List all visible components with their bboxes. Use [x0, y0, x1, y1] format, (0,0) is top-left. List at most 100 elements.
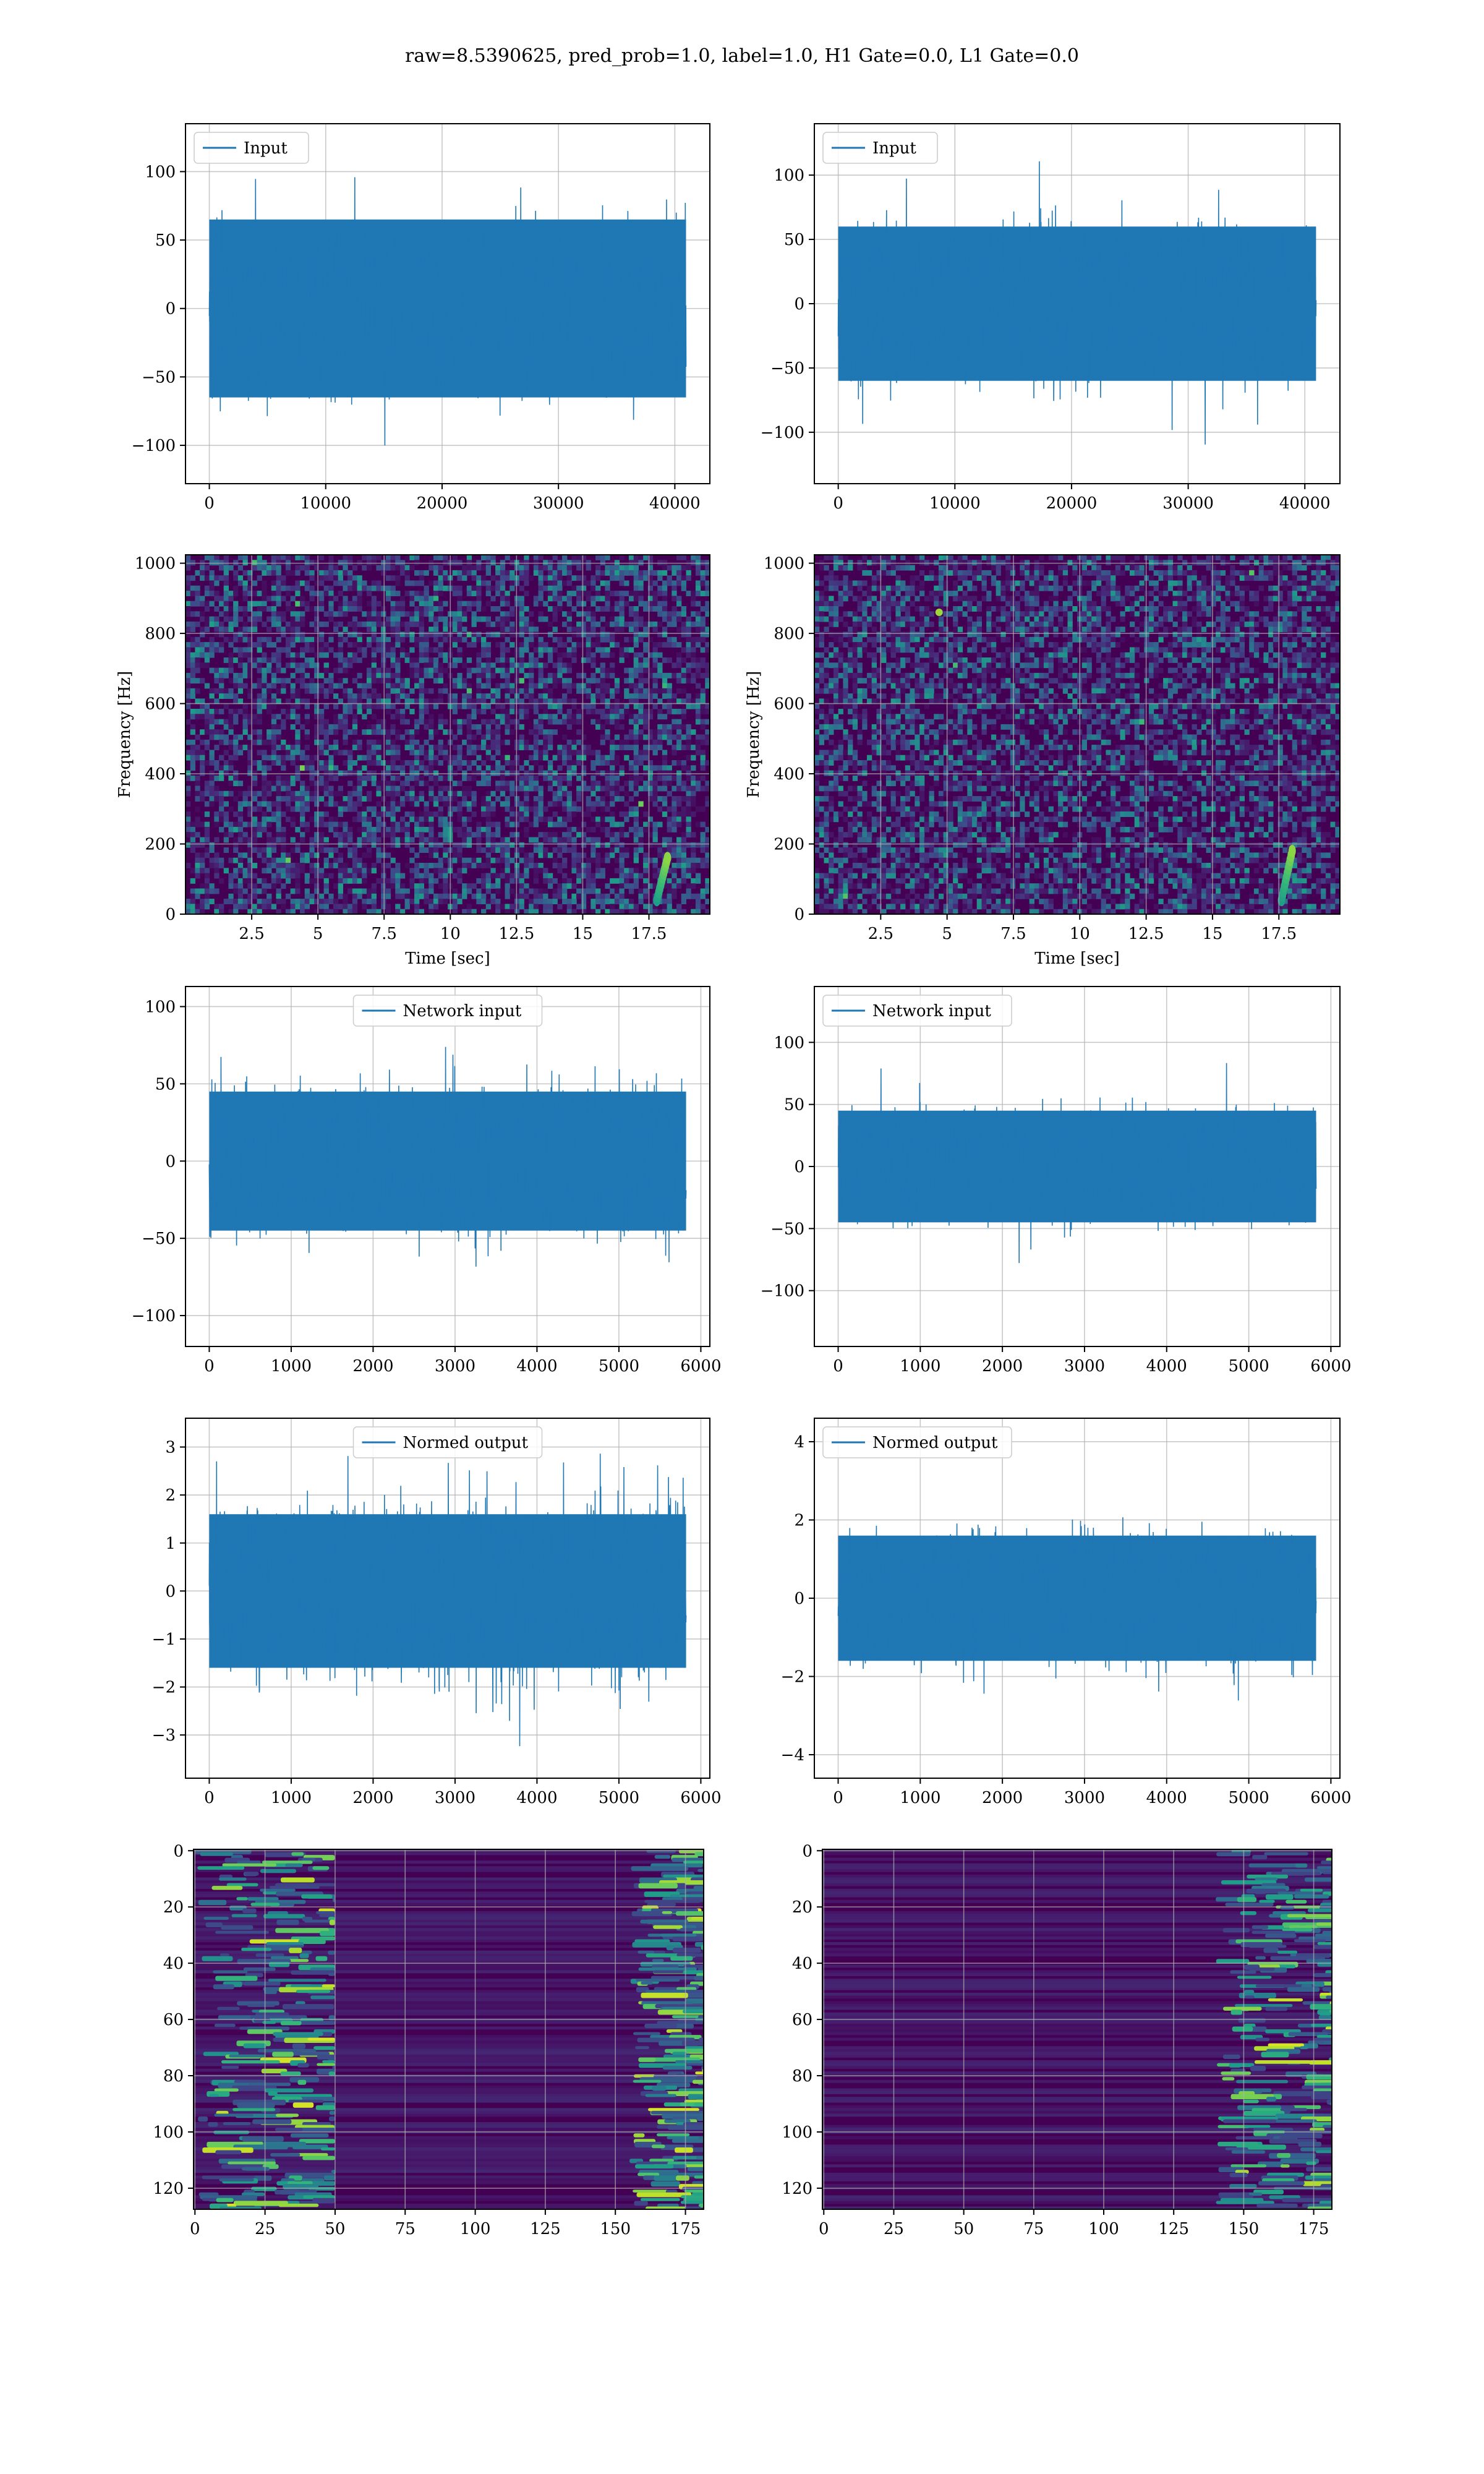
heatmap-cell — [362, 837, 367, 843]
heatmap-cell — [500, 591, 506, 596]
heatmap-cell — [438, 652, 443, 658]
heatmap-cell — [338, 852, 343, 858]
heatmap-cell — [371, 863, 377, 868]
heatmap-cell — [190, 821, 195, 828]
heatmap-cell — [824, 821, 829, 828]
heatmap-cell — [262, 811, 267, 817]
heatmap-cell — [576, 832, 582, 838]
heatmap-cell — [385, 826, 391, 833]
y-axis-label: Frequency [Hz] — [116, 671, 134, 798]
heatmap-cell — [395, 842, 401, 848]
heatmap-cell — [819, 873, 824, 879]
heatmap-cell — [676, 760, 682, 766]
heatmap-cell — [705, 847, 710, 853]
y-tick-label: 0 — [165, 905, 176, 924]
heatmap-cell — [295, 750, 301, 756]
heatmap-cell — [419, 883, 424, 889]
heatmap-cell — [242, 667, 248, 674]
heatmap-cell — [600, 580, 605, 586]
heatmap-cell — [643, 765, 649, 771]
heatmap-cell — [614, 575, 620, 581]
heatmap-cell — [619, 888, 625, 894]
heatmap-cell — [466, 760, 472, 766]
heatmap-cell — [214, 621, 220, 627]
heatmap-cell — [219, 734, 224, 740]
heatmap-cell — [352, 657, 358, 663]
heatmap-cell — [195, 775, 200, 781]
heatmap-cell — [223, 868, 229, 874]
heatmap-cell — [438, 575, 443, 581]
heatmap-cell — [543, 868, 548, 874]
heatmap-cell — [633, 596, 639, 602]
heatmap-cell — [619, 709, 625, 714]
heatmap-cell — [371, 627, 377, 633]
heatmap-cell — [591, 785, 596, 792]
heatmap-cell — [366, 616, 372, 622]
heatmap-cell — [519, 575, 524, 581]
heatmap-cell — [399, 826, 406, 833]
heatmap-cell — [495, 729, 501, 735]
heatmap-cell — [557, 601, 563, 607]
heatmap-cell — [519, 806, 524, 812]
heatmap-cell — [686, 873, 691, 879]
heatmap-cell — [543, 688, 548, 694]
heatmap-cell — [395, 601, 401, 607]
heatmap-cell — [571, 842, 577, 848]
heatmap-cell — [352, 698, 358, 704]
heatmap-cell — [633, 560, 639, 566]
heatmap-cell — [505, 883, 510, 889]
heatmap-cell — [209, 719, 215, 725]
heatmap-cell — [576, 672, 582, 678]
heatmap-cell — [457, 729, 463, 735]
heatmap-cell — [485, 775, 491, 781]
heatmap-cell — [638, 703, 644, 709]
heatmap-cell — [614, 796, 620, 802]
heatmap-cell — [681, 785, 686, 792]
heatmap-cell — [452, 621, 458, 627]
heatmap-cell — [209, 781, 215, 787]
heatmap-cell — [490, 734, 496, 740]
heatmap-cell — [309, 781, 315, 787]
heatmap-cell — [619, 852, 625, 858]
heatmap-cell — [652, 790, 658, 797]
heatmap-cell — [338, 575, 343, 581]
heatmap-cell — [304, 647, 310, 653]
heatmap-cell — [614, 760, 620, 766]
heatmap-cell — [614, 745, 620, 750]
heatmap-cell — [247, 765, 253, 771]
heatmap-cell — [619, 570, 625, 576]
heatmap-cell — [495, 842, 501, 848]
heatmap-cell — [500, 852, 506, 858]
heatmap-cell — [438, 796, 443, 802]
heatmap-cell — [252, 698, 258, 704]
heatmap-cell — [547, 878, 553, 884]
heatmap-cell — [700, 760, 706, 766]
heatmap-cell — [652, 601, 658, 607]
heatmap-cell — [533, 724, 539, 730]
heatmap-cell — [529, 631, 534, 638]
heatmap-cell — [204, 868, 210, 874]
heatmap-cell — [219, 575, 224, 581]
heatmap-cell — [591, 888, 596, 894]
heatmap-cell — [338, 883, 343, 889]
heatmap-cell — [309, 847, 315, 853]
heatmap-cell — [385, 652, 391, 658]
heatmap-cell — [366, 806, 372, 812]
heatmap-cell — [681, 688, 686, 694]
heatmap-cell — [223, 596, 229, 602]
heatmap-cell — [672, 775, 677, 781]
heatmap-cell — [695, 781, 701, 787]
heatmap-cell — [647, 883, 654, 889]
heatmap-cell — [252, 642, 258, 648]
heatmap-cell — [700, 709, 706, 714]
heatmap-cell — [510, 888, 515, 894]
heatmap-cell — [624, 868, 629, 874]
heatmap-cell — [614, 837, 620, 843]
heatmap-cell — [276, 616, 281, 622]
heatmap-cell — [242, 888, 248, 894]
heatmap-cell — [652, 693, 658, 699]
heatmap-cell — [247, 667, 253, 674]
heatmap-cell — [414, 570, 420, 576]
heatmap-cell — [209, 642, 215, 648]
heatmap-cell — [314, 636, 320, 643]
